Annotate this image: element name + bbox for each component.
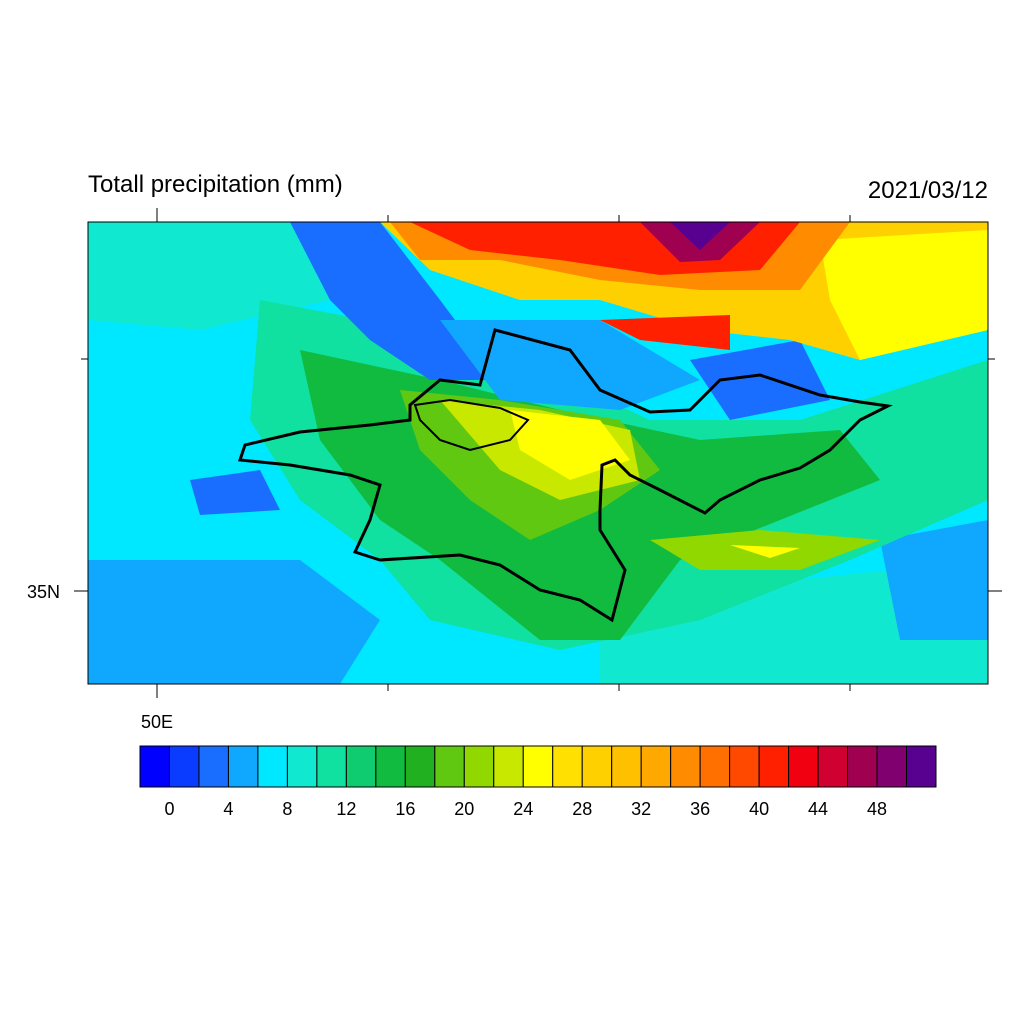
colorbar-box <box>640 745 672 788</box>
colorbar-box <box>758 745 790 788</box>
colorbar-box <box>670 745 701 788</box>
colorbar-box <box>316 745 347 788</box>
colorbar-label: 0 <box>164 799 174 819</box>
colorbar-box <box>552 745 583 788</box>
colorbar-box <box>286 745 318 788</box>
colorbar-label: 20 <box>454 799 474 819</box>
colorbar-box <box>729 745 760 788</box>
colorbar-label: 44 <box>808 799 828 819</box>
colorbar-label: 12 <box>336 799 356 819</box>
colorbar-label: 28 <box>572 799 592 819</box>
colorbar-box <box>581 745 613 788</box>
colorbar-box <box>493 745 524 788</box>
colorbar-box <box>345 745 377 788</box>
colorbar-box <box>788 745 819 788</box>
colorbar-label: 8 <box>282 799 292 819</box>
colorbar-box <box>817 745 849 788</box>
colorbar-box <box>522 745 554 788</box>
colorbar-box <box>906 745 937 788</box>
region-outline <box>237 328 893 623</box>
colorbar-box <box>876 745 908 788</box>
colorbar-label: 24 <box>513 799 533 819</box>
colorbar-label: 40 <box>749 799 769 819</box>
colorbar-box <box>257 745 288 788</box>
colorbar-label: 36 <box>690 799 710 819</box>
colorbar-label: 4 <box>223 799 233 819</box>
plot-frame <box>87 221 989 685</box>
title: Totall precipitation (mm) <box>88 171 343 198</box>
colorbar-box <box>227 745 259 788</box>
date: 2021/03/12 <box>868 177 988 204</box>
colorbar-box <box>168 745 200 788</box>
colorbar-box <box>375 745 406 788</box>
precipitation-field <box>88 222 988 684</box>
axis-ticks <box>74 208 1002 698</box>
colorbar-box <box>404 745 436 788</box>
colorbar-label: 16 <box>395 799 415 819</box>
colorbar-box <box>434 745 465 788</box>
colorbar-box <box>699 745 731 788</box>
x-axis-label: 50E <box>141 712 173 732</box>
colorbar-box <box>611 745 642 788</box>
colorbar-box <box>139 745 170 788</box>
y-axis-label: 35N <box>27 582 60 602</box>
colorbar: 0 4 8 12 16 20 24 28 32 36 40 44 48 <box>139 745 937 819</box>
colorbar-label: 48 <box>867 799 887 819</box>
colorbar-box <box>847 745 878 788</box>
colorbar-box <box>463 745 495 788</box>
colorbar-label: 32 <box>631 799 651 819</box>
colorbar-box <box>198 745 229 788</box>
